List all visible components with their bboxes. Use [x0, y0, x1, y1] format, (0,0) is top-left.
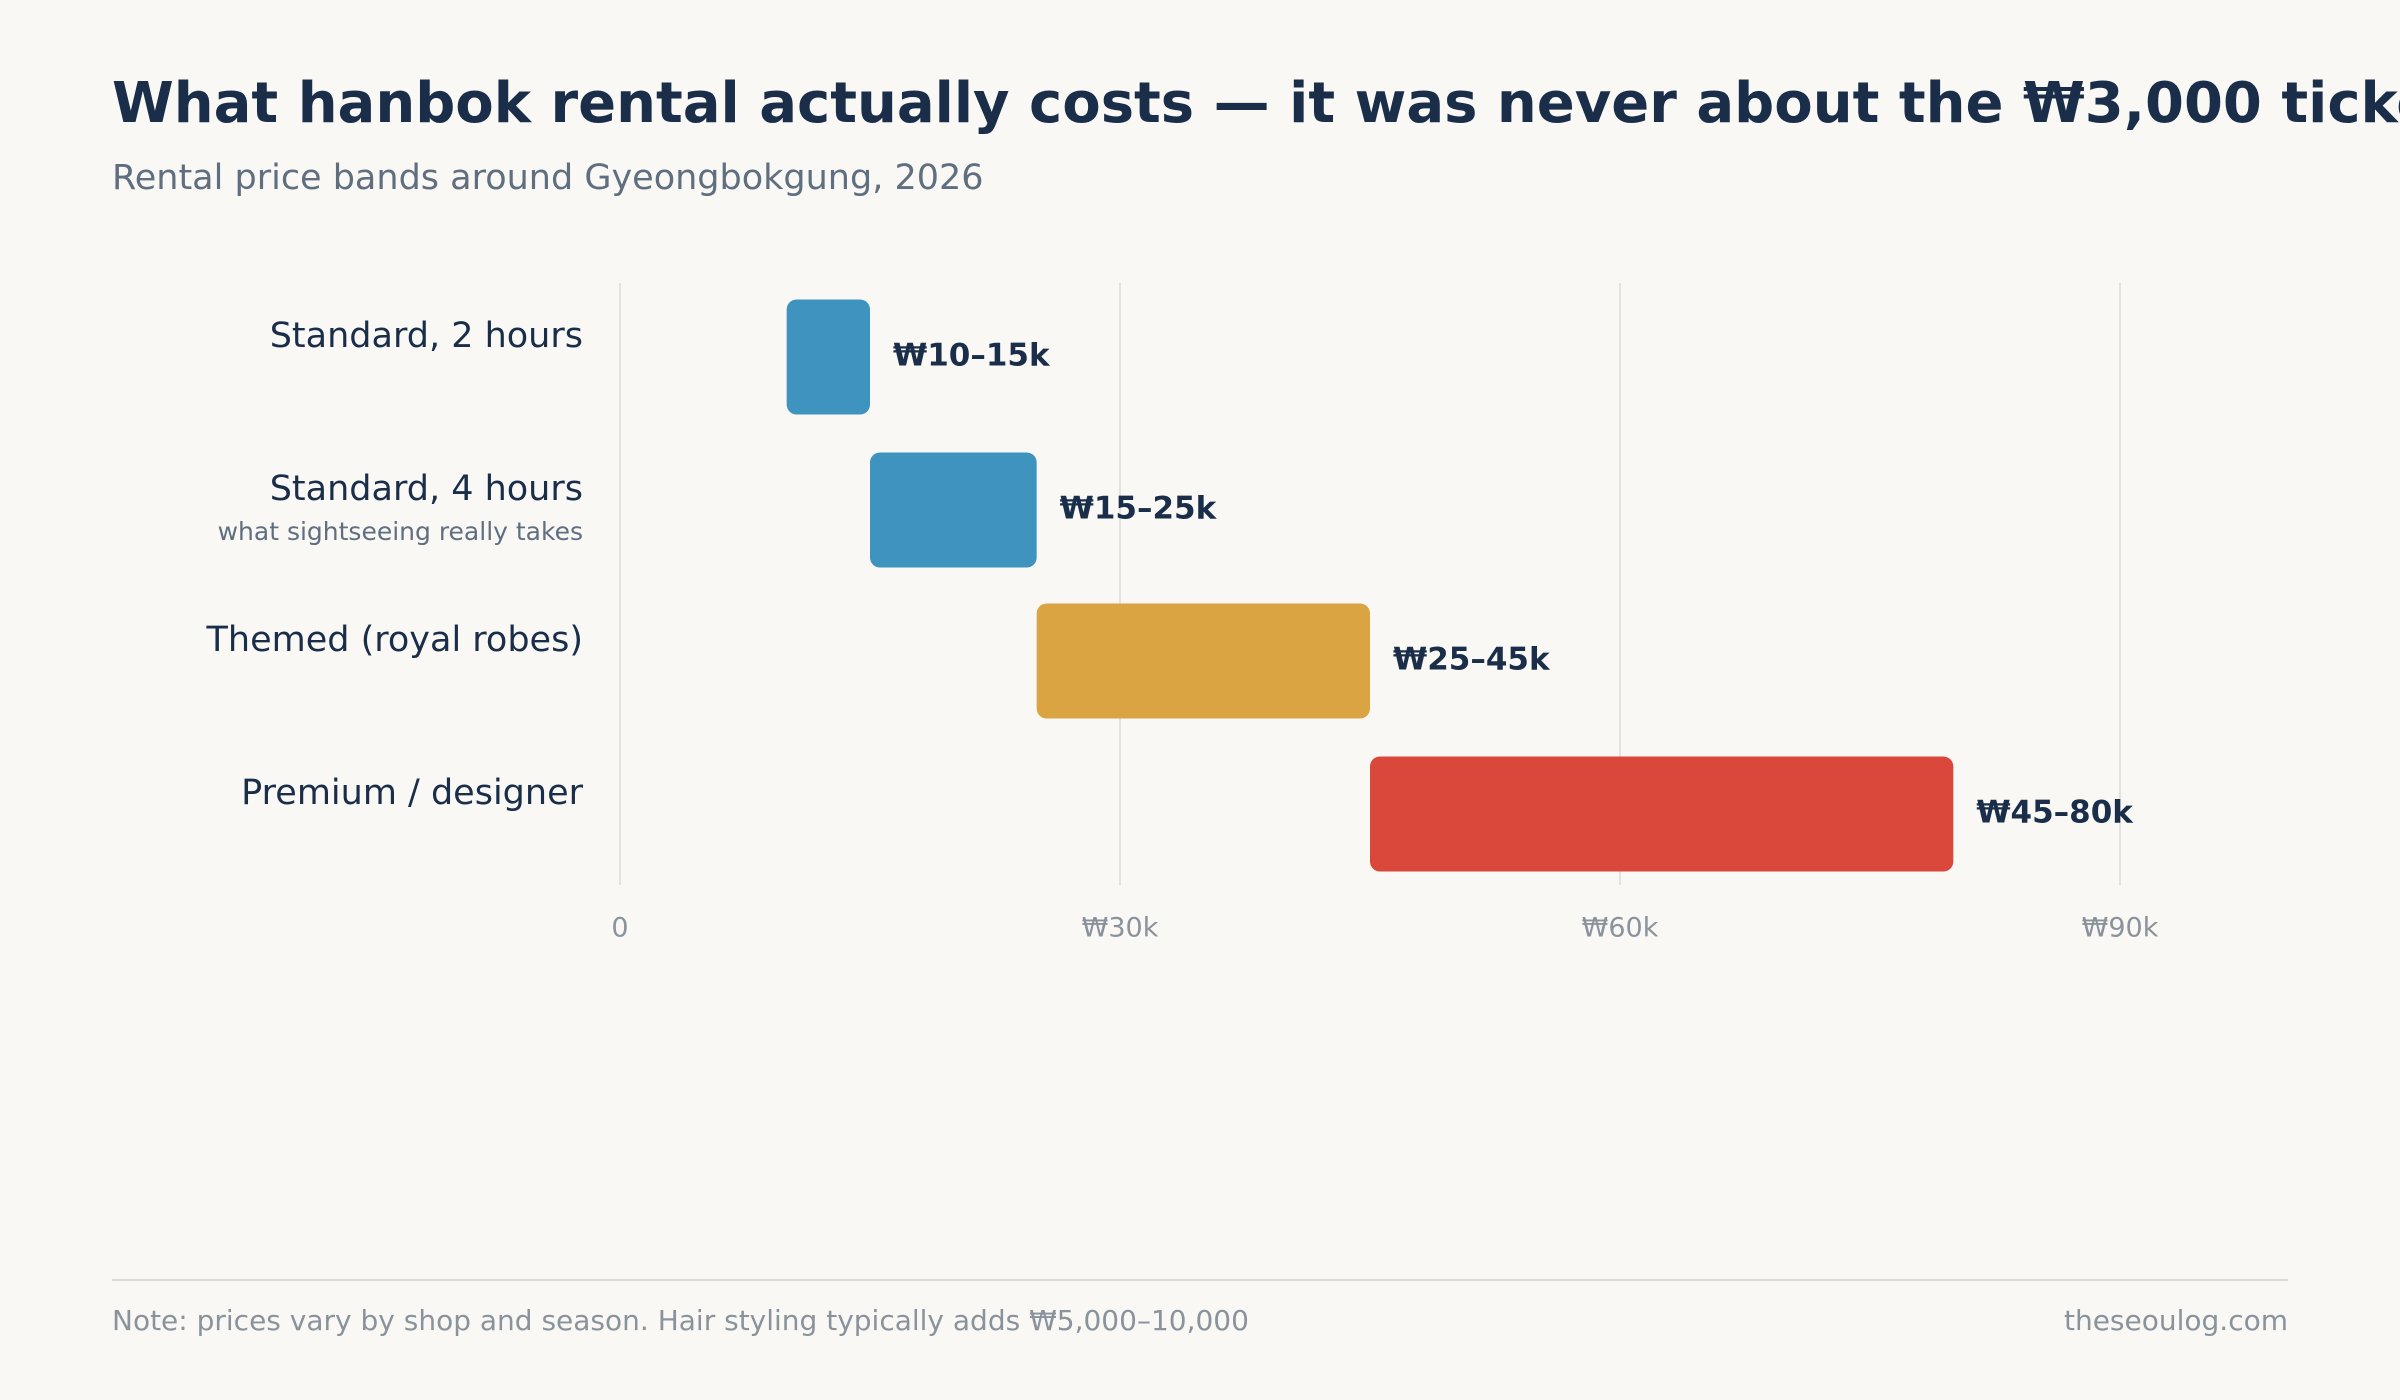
category-label: Themed (royal robes): [206, 620, 583, 660]
range-bar: [786, 299, 870, 415]
value-label: ₩45–80k: [1976, 795, 2134, 831]
footer-source: theseoulog.com: [2064, 1304, 2288, 1337]
chart-subtitle: Rental price bands around Gyeongbokgung,…: [112, 158, 984, 198]
range-bar: [870, 452, 1037, 568]
chart-title: What hanbok rental actually costs — it w…: [112, 71, 2400, 136]
category-label: Standard, 4 hours: [270, 469, 583, 509]
value-label: ₩15–25k: [1060, 491, 1218, 527]
x-tick-label: ₩60k: [1582, 913, 1659, 944]
category-label: Premium / designer: [241, 773, 583, 813]
range-bar: [1036, 603, 1370, 719]
value-label: ₩25–45k: [1393, 642, 1551, 678]
x-tick-label: ₩90k: [2082, 913, 2159, 944]
category-label: Standard, 2 hours: [270, 316, 583, 356]
range-bar: [1370, 756, 1954, 872]
footer-note: Note: prices vary by shop and season. Ha…: [112, 1304, 1249, 1337]
x-tick-label: 0: [611, 913, 628, 944]
x-tick-label: ₩30k: [1082, 913, 1159, 944]
value-label: ₩10–15k: [893, 338, 1051, 374]
category-note: what sightseeing really takes: [218, 517, 583, 546]
